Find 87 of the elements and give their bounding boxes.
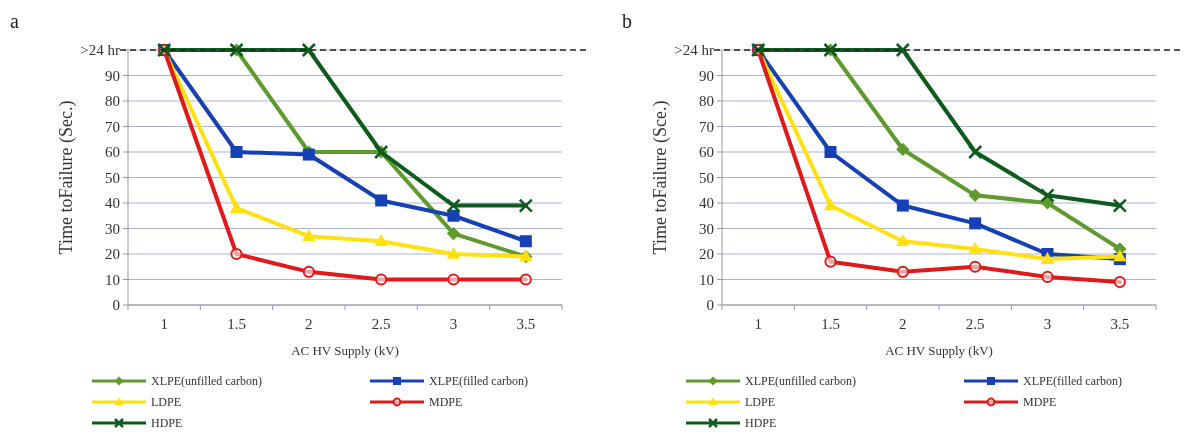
legend-label: XLPE(unfilled carbon) [151,374,262,388]
x-tick-label: 1.5 [227,316,246,332]
point [519,273,532,286]
x-tick-label: 2.5 [965,316,985,332]
y-tick-label: 90 [699,67,714,84]
y-tick-label: 40 [105,195,120,211]
y-axis-title: Time toFailure (Sec.) [56,100,77,255]
point [896,199,909,212]
point [301,42,317,58]
legend-label: XLPE(filled carbon) [1023,374,1122,388]
x-tick-label: 1.5 [821,316,840,332]
point [446,227,461,241]
point [824,255,837,268]
legend-label: HDPE [745,416,777,430]
point [375,194,388,207]
point [302,228,316,241]
legend-label: XLPE(filled carbon) [429,374,528,388]
y-tick-label: 0 [706,297,714,313]
point [302,265,315,278]
y-axis-title: Time toFailure (Sce.) [650,100,671,255]
y-tick-label: 90 [105,67,120,84]
x-tick-label: 2 [305,316,313,332]
y-tick-label: 50 [105,169,120,186]
x-axis-title: AC HV Supply (kV) [291,343,399,358]
legend-label: MDPE [1023,395,1057,409]
y-tick-label: 40 [699,195,714,211]
point [230,146,243,158]
point [1112,198,1128,213]
x-tick-label: 3.5 [1110,316,1130,332]
y-tick-label: 30 [105,220,120,237]
x-tick-label: 2.5 [371,316,391,332]
legend-label: MDPE [429,395,463,409]
point [1040,196,1055,210]
y-tick-label: 60 [699,144,714,160]
x-tick-label: 3.5 [516,316,536,332]
point [896,265,909,278]
y-tick-label: 80 [105,93,120,109]
point [1041,270,1054,284]
x-tick-label: 1 [754,316,762,332]
y-tick-label: 20 [105,246,120,262]
legend-label: LDPE [745,395,775,409]
point [895,42,911,58]
y-tick-label: >24 hr [80,42,120,58]
point [518,198,534,213]
x-tick-label: 3 [449,316,458,332]
point [968,241,982,254]
point [374,234,388,247]
chart-title: b [622,10,632,32]
point [896,234,910,247]
chart-title: a [10,10,19,32]
y-tick-label: 50 [699,169,714,186]
x-tick-label: 1 [160,316,168,332]
point [375,273,388,286]
point [823,198,838,211]
point [969,260,982,273]
y-tick-label: 10 [105,271,120,288]
point [969,217,982,230]
legend-label: HDPE [151,416,183,430]
point [446,198,461,213]
point [230,247,243,261]
point [447,273,460,286]
point [967,144,983,160]
x-axis-title: AC HV Supply (kV) [885,343,993,358]
y-tick-label: >24 hr [674,42,714,58]
point [1040,251,1055,264]
point [1113,249,1127,262]
point [1040,188,1055,203]
point [1113,275,1126,289]
y-tick-label: 70 [105,118,120,135]
y-tick-label: 30 [699,220,714,237]
y-tick-label: 60 [105,144,120,160]
point [446,246,461,259]
point [229,200,244,213]
point [824,146,837,158]
point [447,209,460,222]
y-tick-label: 20 [699,246,714,262]
y-tick-label: 70 [699,118,714,135]
y-tick-label: 10 [699,271,714,288]
point [896,142,910,157]
legend-label: LDPE [151,395,181,409]
x-tick-label: 2 [899,316,907,332]
y-tick-label: 0 [112,297,120,313]
point [519,235,532,248]
point [968,188,982,202]
x-tick-label: 3 [1043,316,1052,332]
y-tick-label: 80 [699,93,714,109]
legend-label: XLPE(unfilled carbon) [745,374,856,388]
